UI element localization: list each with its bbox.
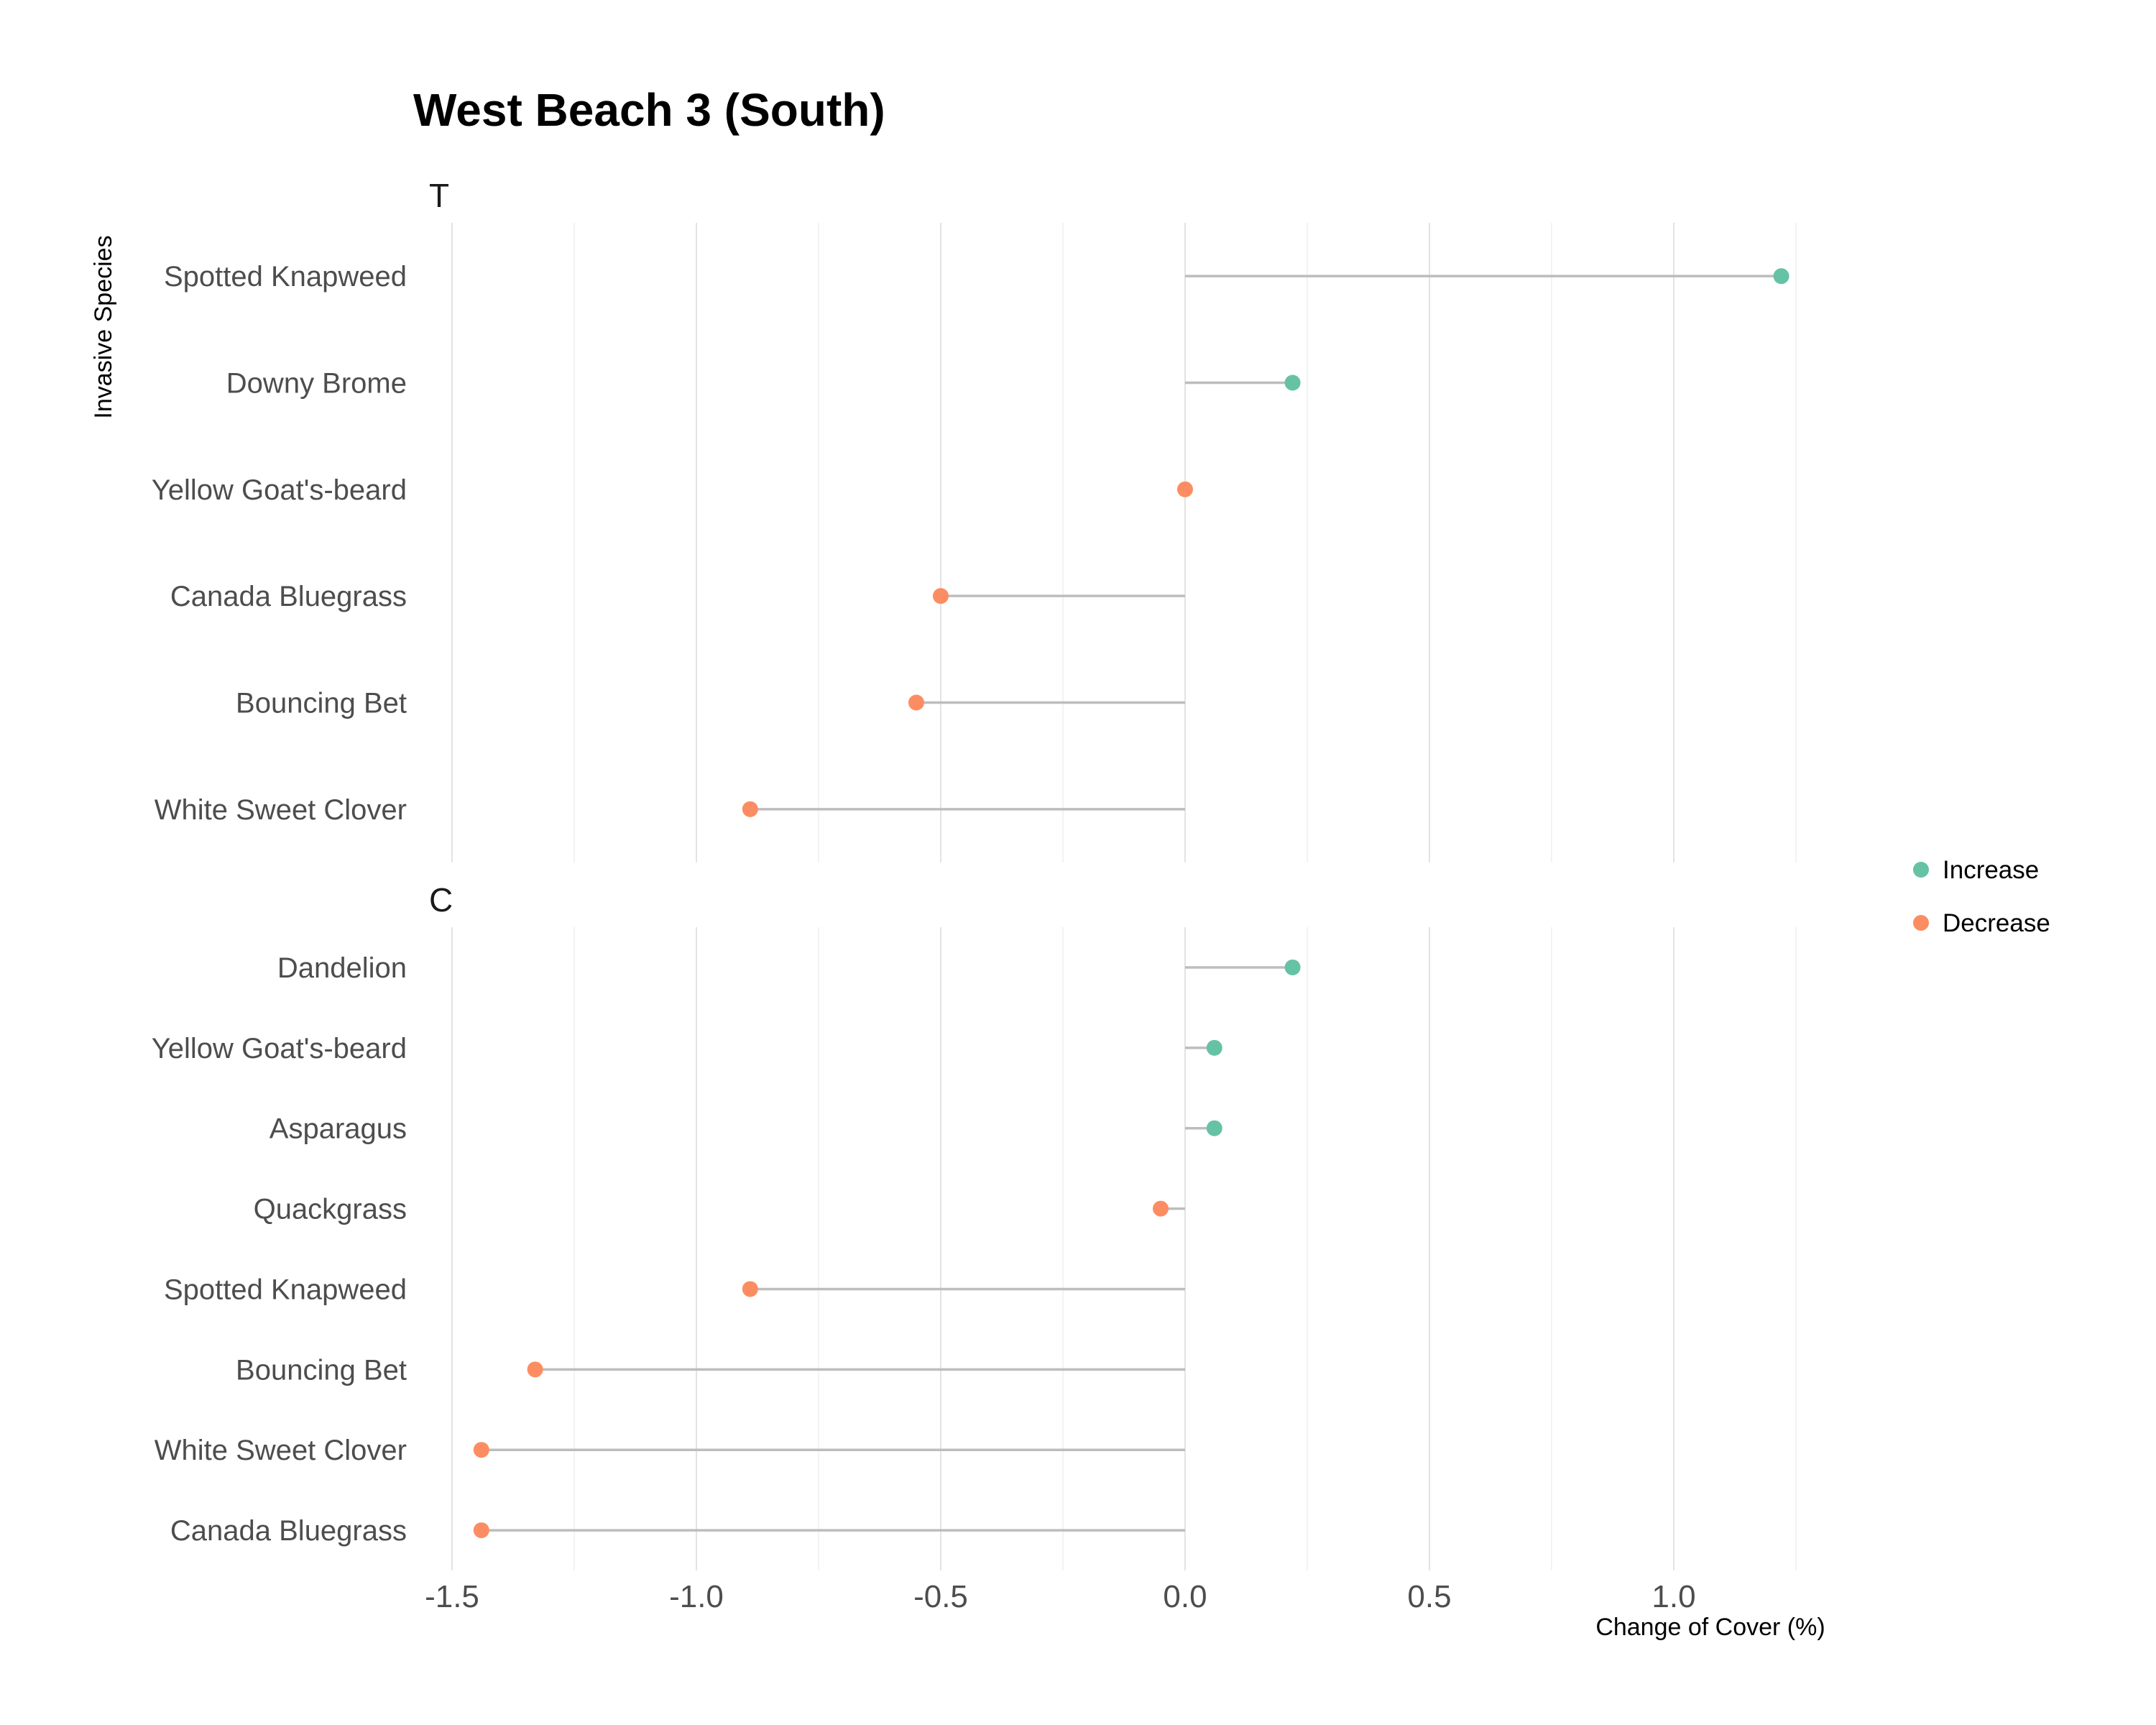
data-point (742, 1281, 758, 1297)
legend-label: Decrease (1943, 909, 2050, 937)
data-point (527, 1361, 543, 1378)
data-point (908, 694, 924, 711)
legend-key-decrease (1913, 915, 1929, 931)
category-label: Bouncing Bet (236, 1354, 407, 1386)
category-label: Yellow Goat's-beard (152, 1033, 407, 1064)
x-tick-label: 0.0 (1163, 1579, 1207, 1614)
data-point (1284, 959, 1301, 975)
x-tick-label: -1.5 (425, 1579, 479, 1614)
facet-label: T (429, 177, 449, 214)
data-point (1206, 1039, 1222, 1056)
data-point (933, 588, 949, 604)
category-label: Downy Brome (226, 368, 407, 400)
data-point (1773, 268, 1789, 285)
category-label: Spotted Knapweed (164, 261, 407, 293)
data-point (1153, 1200, 1169, 1217)
data-point (1284, 374, 1301, 391)
category-label: Canada Bluegrass (170, 1515, 407, 1547)
facet-panel-T: T Spotted Knapweed Downy Brome Yellow Goat'… (152, 177, 1797, 862)
data-point (742, 801, 758, 817)
category-label: Asparagus (270, 1113, 407, 1145)
facet-label: C (429, 881, 453, 919)
category-label: White Sweet Clover (155, 794, 407, 826)
legend-key-increase (1913, 862, 1929, 878)
x-tick-label: 0.5 (1407, 1579, 1451, 1614)
data-point (473, 1442, 489, 1458)
facet-panel-C: C Dandelion Yellow Goat's-beard Asparagus Qu… (152, 881, 1797, 1570)
data-point (1206, 1120, 1222, 1136)
x-axis-title: Change of Cover (%) (1595, 1614, 1825, 1641)
data-point (473, 1522, 489, 1539)
x-tick-label: -0.5 (913, 1579, 968, 1614)
category-label: Bouncing Bet (236, 688, 407, 719)
category-label: Spotted Knapweed (164, 1274, 407, 1305)
legend-label: Increase (1943, 856, 2039, 884)
chart-title: West Beach 3 (South) (413, 84, 885, 136)
x-tick-label: -1.0 (669, 1579, 724, 1614)
data-point (1177, 481, 1193, 497)
category-label: Dandelion (277, 952, 407, 984)
category-label: Canada Bluegrass (170, 581, 407, 612)
x-axis-ticks: -1.5 -1.0 -0.5 0.0 0.5 1.0 (425, 1579, 1696, 1614)
category-label: Quackgrass (254, 1194, 407, 1225)
category-label: White Sweet Clover (155, 1435, 407, 1466)
y-axis-title: Invasive Species (90, 235, 117, 418)
x-tick-label: 1.0 (1651, 1579, 1695, 1614)
facet-panels: T Spotted Knapweed Downy Brome Yellow Goat'… (152, 177, 1797, 1570)
category-label: Yellow Goat's-beard (152, 474, 407, 506)
legend: Increase Decrease (1913, 856, 2050, 937)
